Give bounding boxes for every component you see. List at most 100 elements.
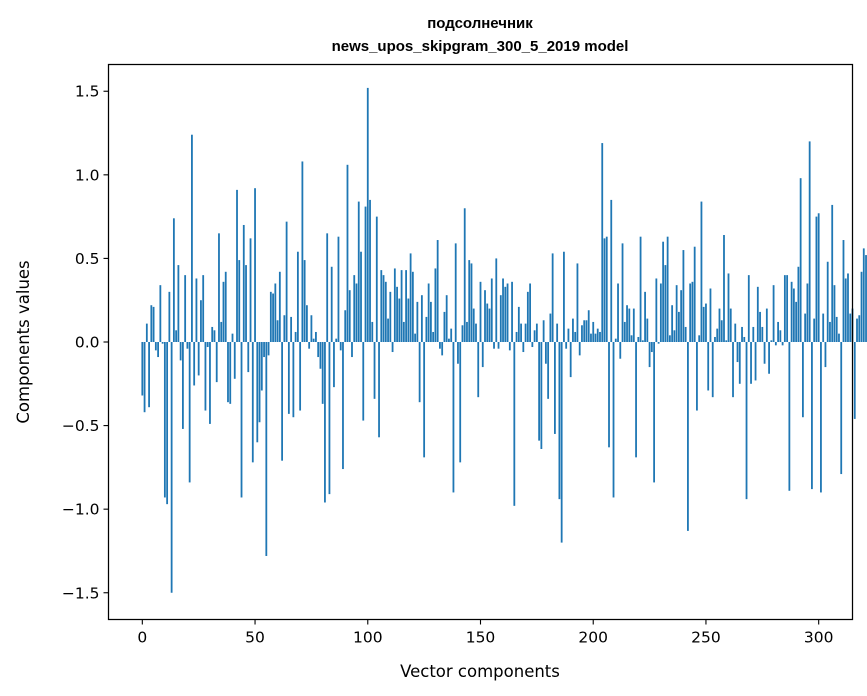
bar	[299, 342, 302, 411]
x-axis-ticks: 0 50 100 150 200 250 300	[137, 619, 833, 647]
bar	[558, 342, 561, 500]
bar	[554, 342, 556, 434]
bar	[488, 308, 491, 342]
bar	[202, 275, 205, 342]
bar	[432, 331, 435, 342]
bar	[626, 305, 628, 342]
bar	[317, 342, 320, 358]
bar	[743, 336, 746, 342]
bar	[175, 330, 178, 342]
y-axis-ticks: −1.5 −1.0 −0.5 0.0 0.5 1.0 1.5	[62, 83, 109, 602]
bar	[520, 323, 522, 342]
bar	[396, 286, 398, 342]
bar	[393, 268, 396, 342]
bar	[168, 291, 171, 342]
bar	[425, 316, 428, 342]
bar	[583, 320, 586, 342]
bar	[594, 333, 597, 342]
bar	[673, 330, 676, 342]
bar	[856, 318, 858, 342]
bar	[844, 278, 847, 342]
bar	[364, 206, 367, 342]
bar	[484, 290, 486, 342]
bar	[632, 308, 635, 342]
bar	[414, 333, 417, 342]
bar	[315, 331, 317, 342]
bar	[276, 320, 279, 342]
bars-group	[141, 87, 867, 593]
y-tick-label: 0.5	[75, 250, 100, 268]
bar	[177, 265, 180, 342]
bar	[163, 342, 166, 498]
bar	[847, 273, 849, 342]
bar	[231, 333, 234, 342]
bar	[351, 342, 353, 358]
bar	[344, 310, 347, 342]
bar	[808, 141, 811, 342]
y-tick-label: −1.0	[62, 501, 100, 519]
bar	[761, 326, 764, 342]
bar	[290, 316, 293, 342]
bar	[504, 286, 507, 342]
bar	[671, 305, 674, 342]
bar	[788, 342, 791, 491]
bar	[565, 342, 568, 349]
bar	[287, 342, 290, 414]
bar	[641, 340, 644, 342]
bar	[842, 240, 845, 342]
bar	[608, 342, 610, 448]
bar	[637, 336, 640, 342]
bar	[283, 315, 286, 342]
bar	[218, 233, 220, 342]
bar	[384, 281, 387, 342]
bar	[777, 321, 779, 342]
bar	[211, 326, 214, 342]
bar	[653, 342, 655, 483]
bar	[707, 342, 710, 391]
bar	[590, 333, 592, 342]
bar	[249, 238, 252, 342]
bar	[675, 285, 678, 342]
bar	[833, 285, 836, 342]
bar	[477, 342, 480, 398]
bar	[797, 266, 800, 342]
bar	[549, 313, 552, 342]
bar	[709, 288, 712, 342]
bar	[862, 248, 865, 342]
bar	[576, 263, 579, 342]
bar	[179, 342, 182, 361]
bar	[574, 331, 577, 342]
bar	[319, 342, 322, 369]
bar	[254, 188, 256, 342]
bar	[614, 338, 617, 342]
bar	[806, 283, 809, 342]
bar	[490, 278, 493, 342]
bar	[687, 342, 689, 531]
bar	[274, 283, 277, 342]
bar	[817, 213, 820, 342]
bar	[799, 178, 802, 342]
x-tick-label: 0	[137, 629, 147, 647]
bar	[689, 283, 692, 342]
bar	[792, 288, 795, 342]
bar	[310, 315, 313, 342]
bar	[191, 134, 193, 342]
bar	[294, 331, 297, 342]
bar	[732, 342, 734, 398]
bar	[409, 253, 412, 342]
bar	[511, 281, 513, 342]
bar	[229, 342, 232, 404]
bar	[662, 241, 665, 342]
bar	[752, 326, 755, 342]
bar	[468, 260, 471, 342]
bar	[260, 342, 263, 391]
bar	[236, 189, 238, 342]
bar	[691, 281, 694, 342]
bar	[148, 342, 150, 408]
bar	[493, 342, 495, 349]
bar	[698, 335, 701, 342]
bar	[781, 342, 784, 346]
bar	[272, 293, 274, 342]
bar	[346, 164, 349, 342]
bar	[678, 311, 680, 342]
